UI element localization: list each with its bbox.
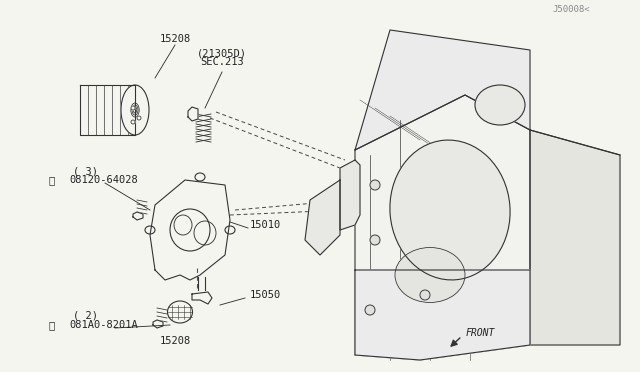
Ellipse shape: [225, 226, 235, 234]
Ellipse shape: [121, 85, 149, 135]
Polygon shape: [305, 180, 340, 255]
Text: SEC.213: SEC.213: [200, 57, 244, 67]
Text: 15208: 15208: [159, 336, 191, 346]
Polygon shape: [188, 107, 198, 121]
Text: 15050: 15050: [250, 290, 281, 300]
Polygon shape: [355, 95, 530, 360]
Text: ( 2): ( 2): [73, 311, 98, 321]
Polygon shape: [153, 320, 163, 328]
Text: Ⓑ: Ⓑ: [49, 175, 55, 185]
Circle shape: [131, 106, 135, 110]
Circle shape: [370, 180, 380, 190]
Circle shape: [131, 120, 135, 124]
Ellipse shape: [395, 247, 465, 302]
Circle shape: [137, 116, 141, 120]
Text: FRONT: FRONT: [466, 328, 495, 338]
Polygon shape: [133, 212, 143, 220]
Polygon shape: [340, 160, 360, 230]
Ellipse shape: [168, 301, 193, 323]
Text: J50008<: J50008<: [552, 5, 590, 14]
Circle shape: [370, 235, 380, 245]
Text: 15010: 15010: [250, 220, 281, 230]
Ellipse shape: [145, 226, 155, 234]
Polygon shape: [355, 270, 530, 360]
Text: 15208: 15208: [159, 34, 191, 44]
Ellipse shape: [195, 173, 205, 181]
Text: (21305D): (21305D): [197, 48, 247, 58]
Polygon shape: [150, 180, 230, 280]
Circle shape: [365, 305, 375, 315]
Circle shape: [420, 290, 430, 300]
Polygon shape: [192, 292, 212, 304]
Polygon shape: [80, 85, 135, 135]
Polygon shape: [530, 130, 620, 345]
Text: 081A0-8201A: 081A0-8201A: [69, 320, 138, 330]
Text: ( 3): ( 3): [73, 166, 98, 176]
Text: 08120-64028: 08120-64028: [69, 175, 138, 185]
Text: Ⓑ: Ⓑ: [49, 320, 55, 330]
Ellipse shape: [475, 85, 525, 125]
Ellipse shape: [390, 140, 510, 280]
Polygon shape: [355, 30, 530, 150]
